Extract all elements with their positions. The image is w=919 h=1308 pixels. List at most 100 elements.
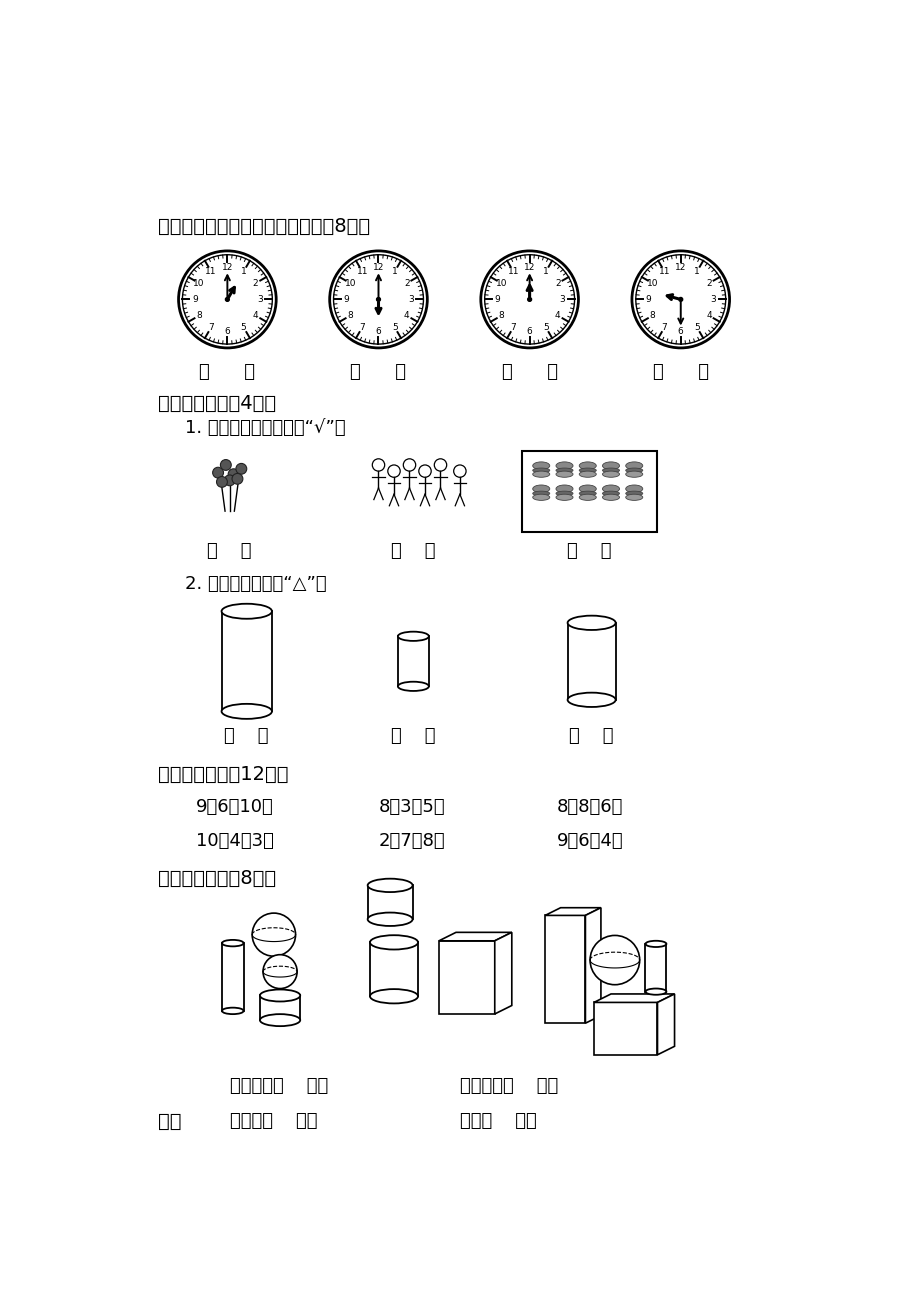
Text: 5: 5 (241, 323, 246, 332)
Ellipse shape (532, 490, 550, 496)
Ellipse shape (555, 485, 573, 493)
Text: 1: 1 (694, 267, 699, 276)
Ellipse shape (602, 468, 618, 472)
Ellipse shape (579, 490, 596, 496)
Text: 2: 2 (706, 279, 711, 288)
Ellipse shape (625, 468, 642, 472)
Text: 7: 7 (661, 323, 666, 332)
Text: 11: 11 (658, 267, 670, 276)
Circle shape (376, 297, 380, 301)
Text: 六、认一认。（8分）: 六、认一认。（8分） (157, 870, 276, 888)
Text: 3: 3 (256, 294, 263, 303)
Circle shape (635, 255, 725, 344)
Text: 圆柱有（    ）个: 圆柱有（ ）个 (230, 1112, 317, 1130)
Text: 12: 12 (221, 263, 233, 272)
Text: 2: 2 (253, 279, 258, 288)
Text: 8: 8 (649, 311, 654, 320)
Text: （    ）: （ ） (207, 542, 252, 560)
Ellipse shape (397, 681, 428, 691)
Text: 3: 3 (559, 294, 564, 303)
Text: 正方体有（    ）个: 正方体有（ ）个 (230, 1076, 327, 1095)
Text: 4: 4 (706, 311, 711, 320)
Text: 10: 10 (495, 279, 506, 288)
Text: 6: 6 (224, 327, 230, 336)
Text: 1: 1 (542, 267, 548, 276)
Ellipse shape (602, 462, 618, 470)
Text: （      ）: （ ） (652, 364, 708, 382)
Circle shape (403, 459, 415, 471)
Polygon shape (494, 933, 511, 1014)
Text: （    ）: （ ） (569, 727, 613, 744)
Text: 3: 3 (709, 294, 715, 303)
Text: 1: 1 (241, 267, 246, 276)
Ellipse shape (397, 632, 428, 641)
Bar (545, 916, 584, 1023)
Circle shape (182, 255, 272, 344)
Ellipse shape (625, 485, 642, 493)
Ellipse shape (532, 485, 550, 493)
Text: （    ）: （ ） (391, 542, 436, 560)
Bar (221, 611, 272, 712)
Ellipse shape (555, 468, 573, 472)
Ellipse shape (221, 604, 272, 619)
Ellipse shape (625, 471, 642, 477)
Text: 3: 3 (408, 294, 414, 303)
Text: 10: 10 (646, 279, 658, 288)
Text: 7: 7 (208, 323, 214, 332)
Circle shape (484, 255, 574, 344)
Ellipse shape (567, 616, 615, 630)
Ellipse shape (221, 1007, 244, 1014)
Polygon shape (545, 908, 600, 916)
Circle shape (224, 475, 235, 485)
Ellipse shape (625, 490, 642, 496)
Circle shape (388, 464, 400, 477)
Text: 球有（    ）个: 球有（ ）个 (460, 1112, 536, 1130)
Ellipse shape (532, 468, 550, 472)
Ellipse shape (555, 462, 573, 470)
Ellipse shape (625, 494, 642, 501)
Text: 6: 6 (677, 327, 683, 336)
Text: 9－6＋4＝: 9－6＋4＝ (556, 832, 623, 850)
Text: 9: 9 (644, 294, 651, 303)
Circle shape (528, 297, 531, 301)
Bar (397, 636, 428, 687)
Text: 10: 10 (345, 279, 356, 288)
Ellipse shape (555, 490, 573, 496)
Circle shape (252, 913, 295, 956)
Text: 9: 9 (343, 294, 348, 303)
Text: （    ）: （ ） (391, 727, 436, 744)
Text: 2: 2 (554, 279, 560, 288)
Text: 1. 在数量最多的下面画“√”。: 1. 在数量最多的下面画“√”。 (185, 419, 345, 437)
Polygon shape (657, 994, 674, 1054)
Text: 7: 7 (510, 323, 516, 332)
Bar (260, 995, 300, 1020)
Ellipse shape (602, 494, 618, 501)
Text: （    ）: （ ） (224, 727, 268, 744)
Text: 2. 在最短的下面画“△”。: 2. 在最短的下面画“△”。 (185, 576, 326, 593)
Ellipse shape (579, 471, 596, 477)
Text: （      ）: （ ） (350, 364, 406, 382)
Bar (221, 943, 244, 1011)
Ellipse shape (602, 471, 618, 477)
Circle shape (434, 459, 447, 471)
Text: 1: 1 (391, 267, 397, 276)
Text: 长方体有（    ）个: 长方体有（ ）个 (460, 1076, 558, 1095)
Text: 7: 7 (359, 323, 365, 332)
Text: 11: 11 (356, 267, 368, 276)
Text: 10－4－3＝: 10－4－3＝ (196, 832, 274, 850)
Circle shape (225, 297, 229, 301)
Text: 12: 12 (675, 263, 686, 272)
Text: 12: 12 (523, 263, 535, 272)
Circle shape (221, 459, 231, 471)
Ellipse shape (368, 913, 412, 926)
Text: 三、写出下面各钟面上的时间。（8分）: 三、写出下面各钟面上的时间。（8分） (157, 217, 369, 235)
Ellipse shape (602, 490, 618, 496)
Polygon shape (438, 933, 511, 940)
Text: 12: 12 (372, 263, 384, 272)
Bar (438, 940, 494, 1014)
Circle shape (334, 255, 423, 344)
Bar (645, 944, 665, 991)
Ellipse shape (579, 468, 596, 472)
Bar (594, 1002, 657, 1054)
Text: 10: 10 (193, 279, 205, 288)
